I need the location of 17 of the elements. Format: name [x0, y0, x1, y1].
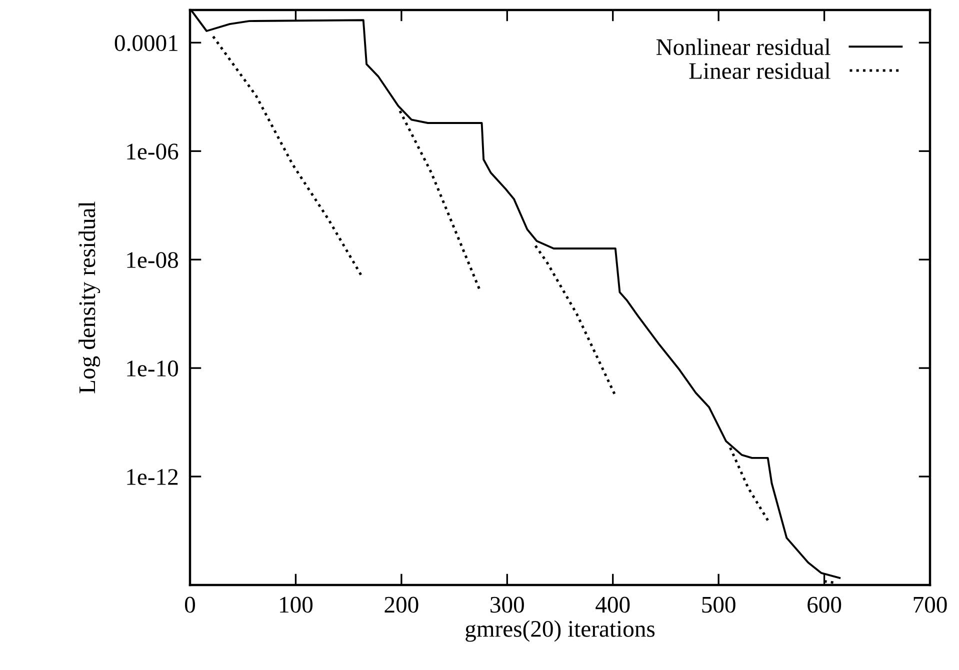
x-tick-label: 600 [808, 596, 842, 613]
x-tick-label: 700 [914, 596, 947, 613]
y-tick-label: 0.0001 [114, 35, 178, 52]
x-tick-label: 300 [490, 596, 524, 613]
x-tick-label: 400 [596, 596, 630, 613]
legend-label: Linear residual [689, 62, 830, 80]
x-axis-title: gmres(20) iterations [466, 620, 655, 642]
y-tick-label: 1e-06 [127, 144, 178, 160]
x-tick-label: 200 [384, 596, 418, 613]
y-tick-label: 1e-12 [127, 469, 178, 485]
x-tick-label: 500 [702, 596, 736, 613]
legend-label: Nonlinear residual [656, 38, 830, 56]
x-tick-label: 100 [280, 596, 313, 613]
y-axis-title: Log density residual [78, 202, 100, 394]
x-tick-label: 0 [184, 596, 196, 613]
y-tick-label: 1e-10 [127, 360, 178, 376]
y-tick-label: 1e-08 [127, 252, 178, 268]
